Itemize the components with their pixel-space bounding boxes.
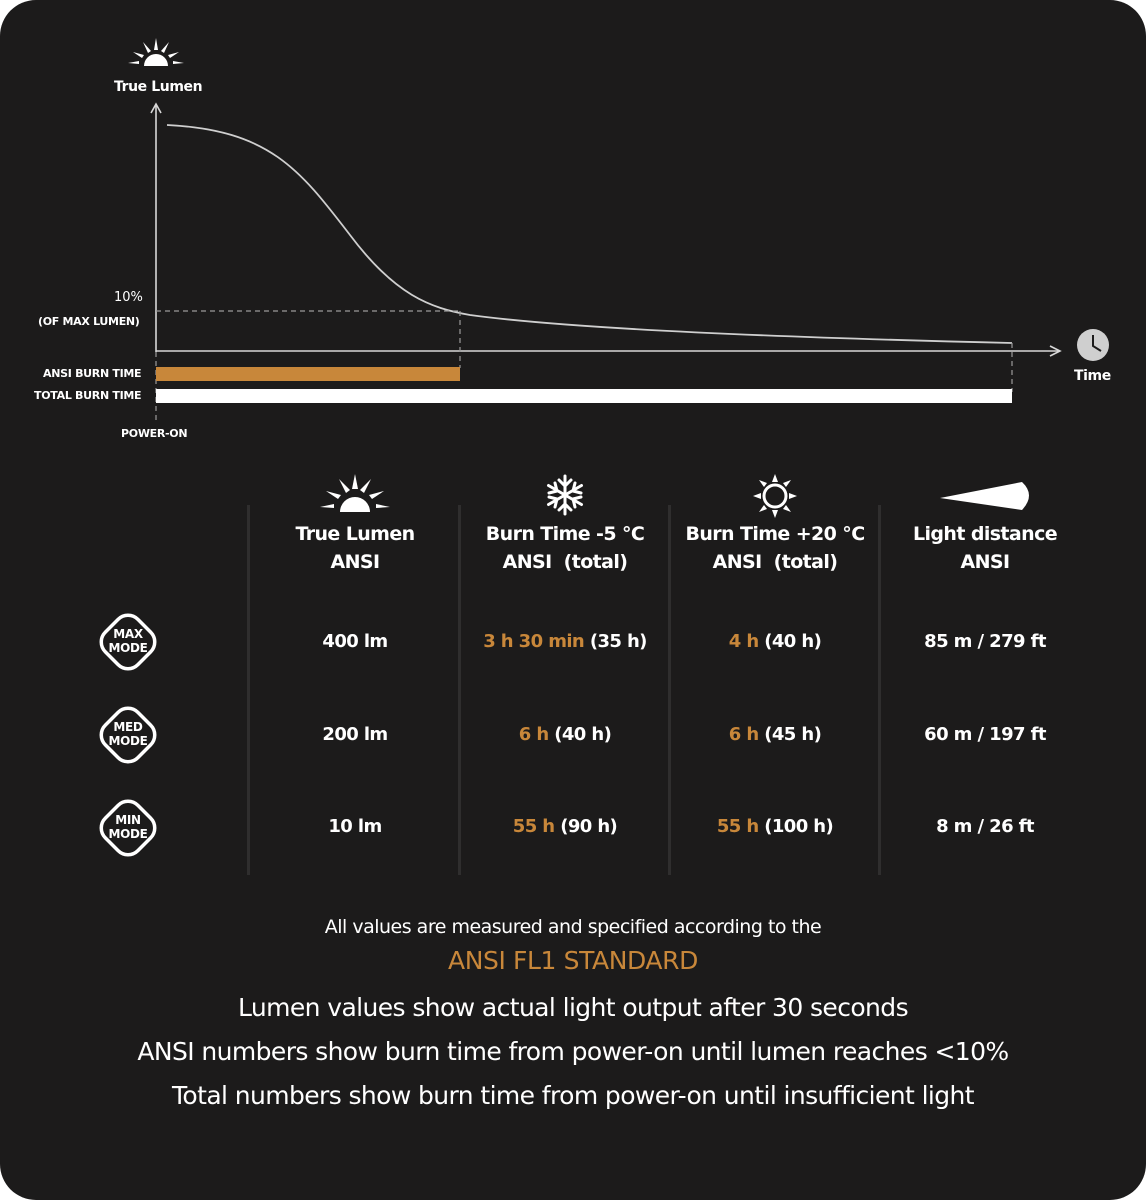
- mode-badge-min: MIN MODE: [93, 793, 163, 863]
- footer-intro: All values are measured and specified ac…: [324, 916, 822, 938]
- x-axis: [156, 345, 1062, 357]
- sun-rise-icon: [320, 474, 390, 512]
- cell-lumen: 200 lm: [322, 724, 388, 745]
- cell-burn-warm: 55 h (100 h): [716, 816, 834, 837]
- cell-burn-cold: 3 h 30 min (35 h): [483, 631, 647, 652]
- x-axis-label: Time: [1074, 368, 1111, 384]
- mode-badge-max: MAX MODE: [93, 607, 163, 677]
- column-header-true-lumen: True Lumen ANSI: [295, 523, 415, 573]
- cell-burn-cold: 6 h (40 h): [518, 724, 612, 745]
- column-header-light-distance: Light distance ANSI: [912, 523, 1058, 573]
- mode-badge-med: MED MODE: [93, 700, 163, 770]
- snowflake-icon: [547, 474, 583, 516]
- cell-lumen: 10 lm: [328, 816, 382, 837]
- column-divider: [458, 505, 461, 875]
- y-axis: [150, 102, 162, 352]
- cell-distance: 60 m / 197 ft: [924, 724, 1046, 745]
- footer-standard: ANSI FL1 STANDARD: [448, 946, 698, 975]
- clock-icon: [1077, 329, 1109, 361]
- column-icons: [320, 474, 1029, 518]
- footer-note-total: Total numbers show burn time from power-…: [172, 1081, 975, 1110]
- cell-distance: 85 m / 279 ft: [924, 631, 1046, 652]
- cell-burn-warm: 4 h (40 h): [728, 631, 822, 652]
- threshold-value: 10%: [114, 290, 143, 305]
- cell-distance: 8 m / 26 ft: [936, 816, 1034, 837]
- column-divider: [878, 505, 881, 875]
- threshold-note: (OF MAX LUMEN): [38, 315, 140, 328]
- y-axis-label: True Lumen: [114, 79, 203, 95]
- footer-note-lumen: Lumen values show actual light output af…: [238, 993, 909, 1022]
- footer-note-ansi: ANSI numbers show burn time from power-o…: [137, 1037, 1009, 1066]
- column-divider: [668, 505, 671, 875]
- column-header-burn-time-cold: Burn Time -5 °C ANSI (total): [485, 523, 645, 573]
- ansi-burn-time-label: ANSI BURN TIME: [43, 367, 142, 380]
- sun-rise-icon: [128, 38, 184, 66]
- lumen-decay-curve: [166, 124, 1013, 344]
- column-divider: [247, 505, 250, 875]
- light-beam-icon: [940, 482, 1029, 510]
- burn-time-chart: [128, 38, 1109, 420]
- column-header-burn-time-warm: Burn Time +20 °C ANSI (total): [685, 523, 865, 573]
- sun-icon: [753, 474, 797, 518]
- total-burn-time-label: TOTAL BURN TIME: [34, 389, 142, 402]
- cell-burn-cold: 55 h (90 h): [512, 816, 618, 837]
- cell-burn-warm: 6 h (45 h): [728, 724, 822, 745]
- cell-lumen: 400 lm: [322, 631, 388, 652]
- total-burn-time-bar: [156, 389, 1012, 403]
- ansi-burn-time-bar: [156, 367, 460, 381]
- power-on-label: POWER-ON: [121, 427, 188, 440]
